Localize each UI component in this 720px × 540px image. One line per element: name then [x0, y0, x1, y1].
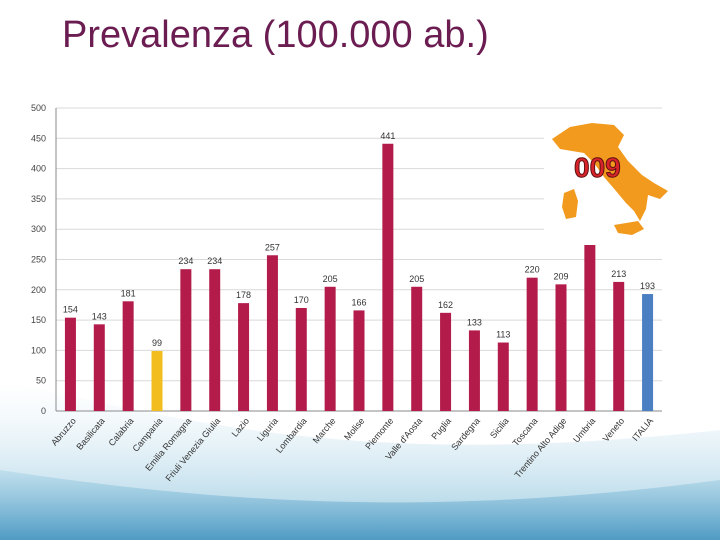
- y-tick-label: 50: [36, 376, 46, 386]
- bar: [122, 301, 134, 411]
- y-tick-label: 300: [31, 224, 46, 234]
- x-tick-label: Liguria: [255, 416, 280, 443]
- x-tick-label: Calabria: [106, 416, 135, 448]
- bar-value-label: 154: [63, 305, 78, 315]
- bar: [238, 303, 250, 411]
- bar: [64, 317, 76, 411]
- bar-value-label: 133: [467, 317, 482, 327]
- x-tick-label: Toscana: [510, 416, 539, 448]
- italy-2009-logo: 009: [544, 117, 676, 245]
- y-tick-label: 100: [31, 345, 46, 355]
- bar-value-label: 170: [294, 295, 309, 305]
- x-tick-label: Abruzzo: [49, 416, 78, 448]
- x-tick-label: Puglia: [429, 416, 453, 442]
- bar-value-label: 178: [236, 290, 251, 300]
- bar: [411, 286, 423, 411]
- x-tick-label: Veneto: [601, 416, 627, 444]
- bar: [180, 269, 192, 411]
- bar: [295, 307, 307, 411]
- bar: [151, 351, 163, 411]
- bar: [382, 143, 394, 411]
- bar: [266, 255, 278, 411]
- x-tick-label: ITALIA: [630, 416, 655, 443]
- bar-value-label: 209: [553, 271, 568, 281]
- x-tick-label: Lazio: [230, 416, 251, 439]
- y-tick-label: 350: [31, 194, 46, 204]
- x-tick-label: Marche: [311, 416, 338, 445]
- bar-value-label: 234: [207, 256, 222, 266]
- y-tick-label: 500: [31, 103, 46, 113]
- bar: [497, 342, 509, 411]
- bar-value-label: 220: [525, 265, 540, 275]
- bar: [642, 294, 654, 411]
- bar-value-label: 213: [611, 269, 626, 279]
- x-tick-label: Trentino Alto Adige: [513, 416, 569, 480]
- bar: [353, 310, 365, 411]
- bar: [613, 281, 625, 411]
- y-tick-label: 200: [31, 285, 46, 295]
- x-tick-label: Umbria: [571, 416, 597, 445]
- logo-year: 009: [574, 152, 621, 183]
- bar: [324, 286, 336, 411]
- bar-value-label: 441: [380, 131, 395, 141]
- x-tick-label: Molise: [342, 416, 366, 442]
- bar-value-label: 99: [152, 338, 162, 348]
- bar: [440, 312, 452, 411]
- bar: [555, 284, 567, 411]
- bar-value-label: 162: [438, 300, 453, 310]
- sardinia-shape: [562, 189, 578, 219]
- bar-value-label: 257: [265, 242, 280, 252]
- bar-value-label: 193: [640, 281, 655, 291]
- x-tick-label: Friuli Venezia Giulia: [163, 416, 222, 483]
- y-tick-label: 0: [41, 406, 46, 416]
- bar: [209, 269, 221, 411]
- x-tick-label: Sicilia: [488, 416, 511, 440]
- bar: [584, 238, 596, 411]
- y-tick-label: 150: [31, 315, 46, 325]
- x-tick-label: Basilicata: [74, 416, 106, 452]
- bar-value-label: 181: [121, 288, 136, 298]
- bar: [526, 277, 538, 411]
- y-tick-label: 250: [31, 255, 46, 265]
- bar-value-label: 166: [351, 297, 366, 307]
- italy-map-shape: [552, 123, 668, 221]
- sicily-shape: [614, 221, 644, 235]
- slide-title: Prevalenza (100.000 ab.): [62, 14, 489, 56]
- bar-value-label: 113: [496, 330, 510, 340]
- bar-value-label: 143: [92, 311, 107, 321]
- x-tick-label: Sardegna: [449, 416, 482, 452]
- bar: [468, 330, 480, 411]
- bar-value-label: 205: [323, 274, 338, 284]
- bar: [93, 324, 105, 411]
- y-tick-label: 400: [31, 164, 46, 174]
- bar-value-label: 234: [178, 256, 193, 266]
- bar-value-label: 205: [409, 274, 424, 284]
- y-tick-label: 450: [31, 133, 46, 143]
